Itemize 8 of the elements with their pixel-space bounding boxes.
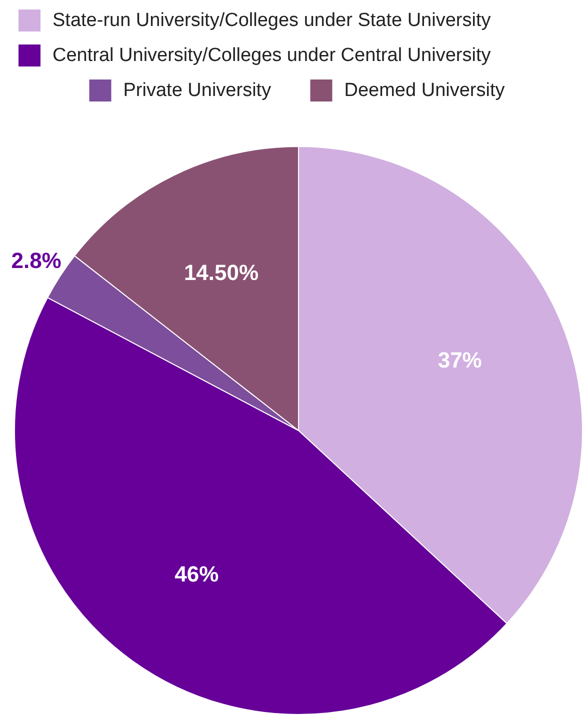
legend-label: Central University/Colleges under Central University	[52, 45, 492, 66]
legend-label: State-run University/Colleges under State University	[52, 10, 492, 31]
legend-label: Private University	[123, 80, 272, 101]
legend-label: Deemed University	[344, 80, 506, 101]
data-label: 37%	[438, 348, 482, 373]
data-label: 2.8%	[11, 248, 62, 274]
data-label: 46%	[174, 562, 219, 587]
data-label: 14.50%	[184, 260, 259, 285]
